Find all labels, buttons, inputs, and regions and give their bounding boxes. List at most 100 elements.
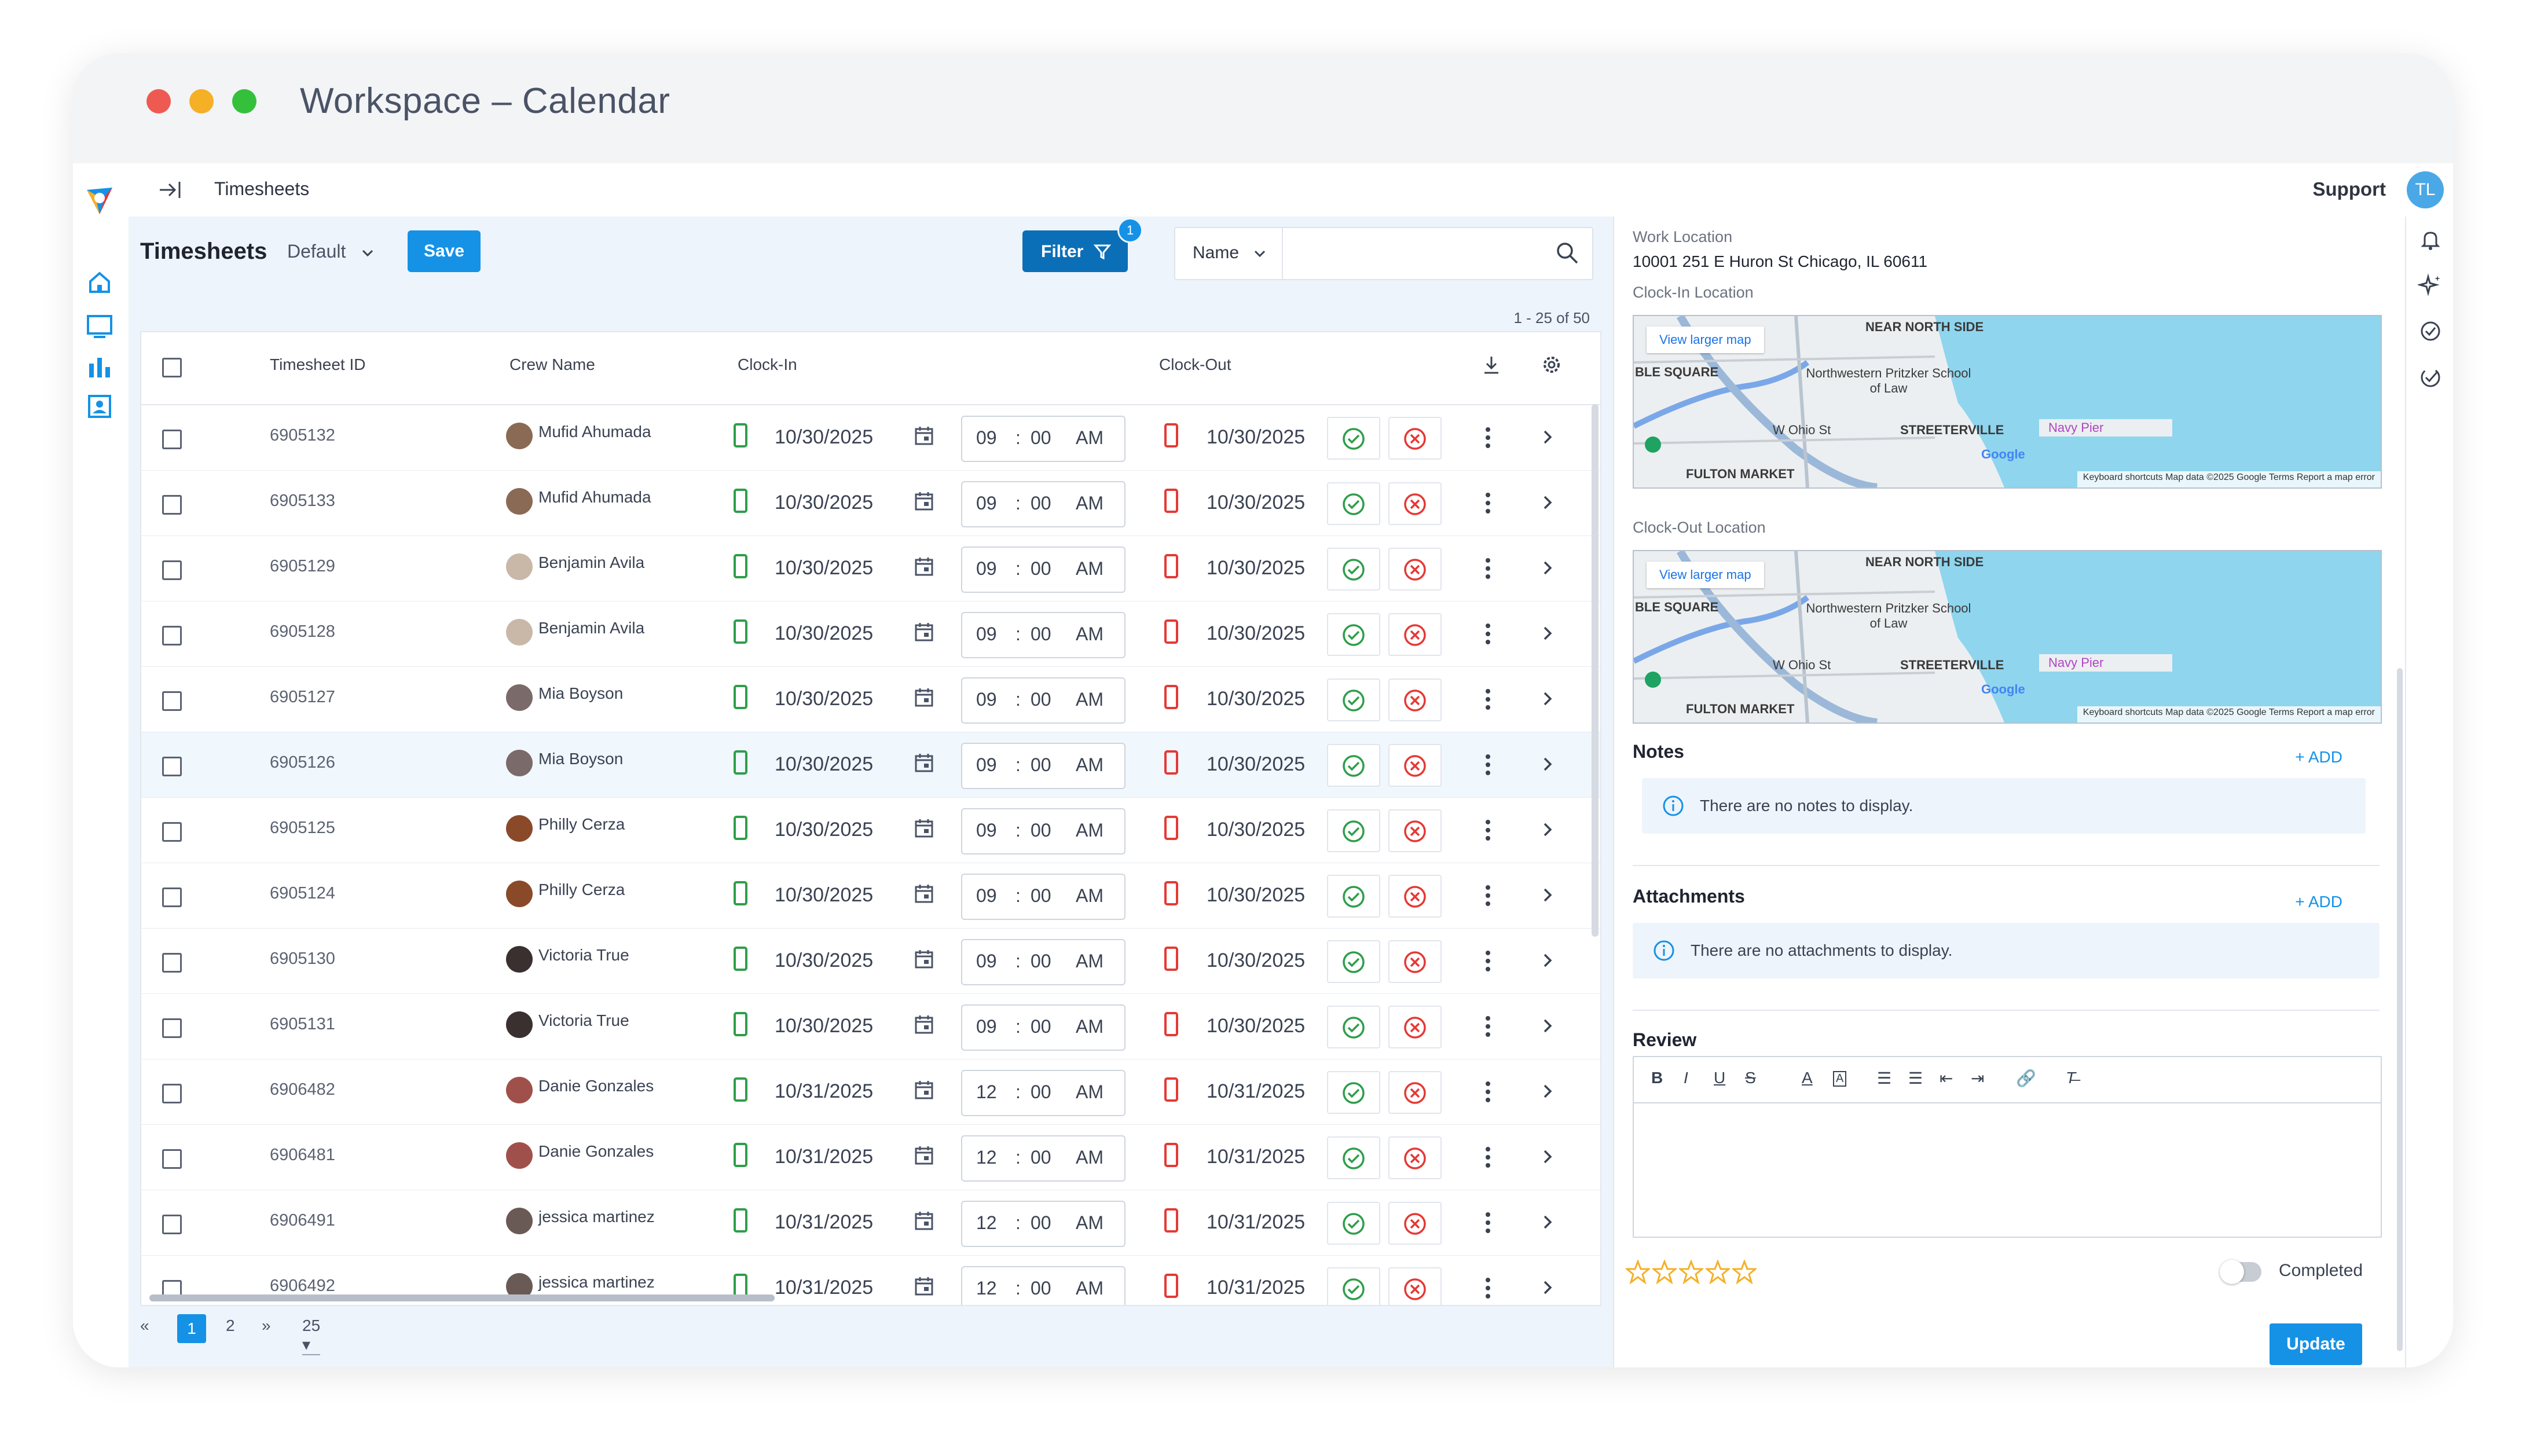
crew-name[interactable]: Victoria True [538,946,629,964]
clock-out-date[interactable]: 10/31/2025 [1207,1211,1306,1233]
calendar-icon[interactable] [912,947,936,970]
clock-in-time-input[interactable]: 12:00 AM [961,1070,1125,1116]
column-header-clock-out[interactable]: Clock-Out [1159,355,1231,373]
more-vertical-icon[interactable] [1484,1277,1491,1300]
clock-in-time-input[interactable]: 09:00 AM [961,1004,1125,1051]
row-checkbox[interactable] [162,887,182,907]
search-icon[interactable] [1554,240,1581,266]
bullet-list-icon[interactable]: ☰ [1908,1069,1923,1087]
view-selector[interactable]: Default [287,241,346,262]
more-vertical-icon[interactable] [1484,819,1491,842]
time-hour[interactable]: 09 [976,951,997,971]
crew-name[interactable]: Philly Cerza [538,815,625,833]
clock-in-date[interactable]: 10/30/2025 [775,426,874,448]
clock-in-date[interactable]: 10/31/2025 [775,1277,874,1299]
time-hour[interactable]: 12 [976,1278,997,1299]
rating-star-icon[interactable] [1652,1260,1677,1284]
reject-button[interactable] [1388,1136,1442,1179]
calendar-icon[interactable] [912,555,936,578]
time-hour[interactable]: 09 [976,689,997,710]
clock-in-date[interactable]: 10/30/2025 [775,622,874,644]
time-hour[interactable]: 09 [976,427,997,448]
table-row[interactable]: 6906492 jessica martinez 10/31/2025 12:00 AM… [141,1256,1600,1305]
add-attachment-button[interactable]: + ADD [2295,893,2342,911]
clock-in-time-input[interactable]: 09:00 AM [961,808,1125,854]
time-hour[interactable]: 09 [976,885,997,906]
clock-in-time-input[interactable]: 09:00 AM [961,939,1125,985]
clock-in-date[interactable]: 10/30/2025 [775,1015,874,1037]
clock-in-time-input[interactable]: 09:00 AM [961,874,1125,920]
time-ampm[interactable]: AM [1076,493,1103,514]
support-link[interactable]: Support [2312,178,2386,200]
reject-button[interactable] [1388,1267,1442,1305]
rating-star-icon[interactable] [1679,1260,1703,1284]
reject-button[interactable] [1388,613,1442,656]
reject-button[interactable] [1388,744,1442,787]
horizontal-scrollbar[interactable] [149,1294,775,1301]
table-row[interactable]: 6905127 Mia Boyson 10/30/2025 09:00 AM 10/30/… [141,667,1600,733]
reject-button[interactable] [1388,417,1442,460]
clock-out-date[interactable]: 10/30/2025 [1207,688,1306,710]
more-vertical-icon[interactable] [1484,688,1491,711]
clock-in-date[interactable]: 10/30/2025 [775,688,874,710]
view-larger-map-link[interactable]: View larger map [1647,562,1764,588]
time-minute[interactable]: 00 [1031,820,1051,841]
task-check-icon[interactable] [2418,365,2443,390]
clock-out-date[interactable]: 10/31/2025 [1207,1277,1306,1299]
time-ampm[interactable]: AM [1076,1147,1103,1168]
table-row[interactable]: 6905126 Mia Boyson 10/30/2025 09:00 AM 10/30/… [141,732,1600,798]
clock-out-date[interactable]: 10/30/2025 [1207,557,1306,579]
bold-icon[interactable]: B [1651,1069,1663,1087]
calendar-icon[interactable] [912,424,936,447]
time-ampm[interactable]: AM [1076,558,1103,579]
rating-star-icon[interactable] [1706,1260,1730,1284]
time-ampm[interactable]: AM [1076,1212,1103,1233]
row-checkbox[interactable] [162,1215,182,1234]
view-larger-map-link[interactable]: View larger map [1647,327,1764,353]
app-logo[interactable] [82,183,117,218]
panel-scrollbar[interactable] [2397,668,2403,1351]
table-row[interactable]: 6905128 Benjamin Avila 10/30/2025 09:00 AM 10… [141,602,1600,668]
table-row[interactable]: 6905130 Victoria True 10/30/2025 09:00 AM 10/… [141,929,1600,995]
chevron-right-icon[interactable] [1539,690,1556,707]
row-checkbox[interactable] [162,1149,182,1169]
clock-in-time-input[interactable]: 12:00 AM [961,1201,1125,1247]
column-header-crew[interactable]: Crew Name [509,355,595,373]
time-minute[interactable]: 00 [1031,1016,1051,1037]
ordered-list-icon[interactable]: ☰ [1877,1069,1892,1087]
clock-in-time-input[interactable]: 09:00 AM [961,612,1125,658]
clock-in-date[interactable]: 10/31/2025 [775,1146,874,1168]
more-vertical-icon[interactable] [1484,949,1491,973]
indent-icon[interactable]: ⇥ [1971,1069,1985,1087]
more-vertical-icon[interactable] [1484,622,1491,646]
select-all-checkbox[interactable] [162,358,182,377]
reports-icon[interactable] [85,352,115,382]
clear-format-icon[interactable]: T̶ [2066,1069,2076,1087]
search-input[interactable] [1289,234,1540,273]
reject-button[interactable] [1388,1071,1442,1114]
more-vertical-icon[interactable] [1484,426,1491,449]
crew-name[interactable]: jessica martinez [538,1208,655,1226]
clock-in-time-input[interactable]: 09:00 AM [961,743,1125,789]
time-minute[interactable]: 00 [1031,1081,1051,1102]
approve-button[interactable] [1327,940,1380,983]
clock-out-date[interactable]: 10/30/2025 [1207,949,1306,971]
calendar-icon[interactable] [912,489,936,512]
more-vertical-icon[interactable] [1484,1211,1491,1234]
time-hour[interactable]: 09 [976,624,997,644]
clock-in-time-input[interactable]: 09:00 AM [961,547,1125,593]
time-hour[interactable]: 09 [976,820,997,841]
crew-name[interactable]: Mia Boyson [538,684,624,702]
chevron-right-icon[interactable] [1539,625,1556,642]
row-checkbox[interactable] [162,691,182,711]
crew-name[interactable]: jessica martinez [538,1273,655,1291]
add-note-button[interactable]: + ADD [2295,748,2342,766]
more-vertical-icon[interactable] [1484,1015,1491,1038]
time-ampm[interactable]: AM [1076,820,1103,841]
table-row[interactable]: 6905124 Philly Cerza 10/30/2025 09:00 AM 10/3… [141,863,1600,929]
approve-button[interactable] [1327,1136,1380,1179]
approve-button[interactable] [1327,1267,1380,1305]
calendar-icon[interactable] [912,751,936,774]
save-button[interactable]: Save [408,230,481,272]
table-row[interactable]: 6905131 Victoria True 10/30/2025 09:00 AM 10/… [141,994,1600,1060]
